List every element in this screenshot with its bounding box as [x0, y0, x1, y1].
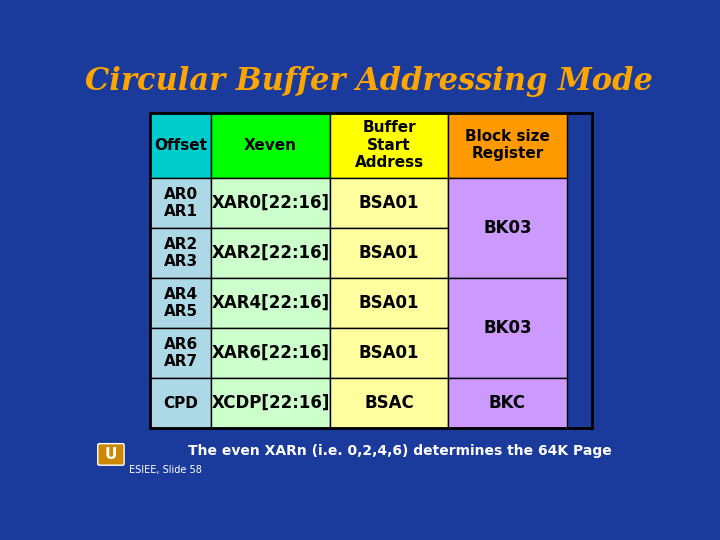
Bar — [330, 228, 448, 278]
FancyBboxPatch shape — [98, 444, 124, 465]
Text: BSA01: BSA01 — [359, 244, 419, 262]
Text: BK03: BK03 — [483, 319, 531, 337]
Bar — [150, 112, 212, 178]
Bar — [330, 328, 448, 378]
Bar — [330, 178, 448, 228]
Text: XAR2[22:16]: XAR2[22:16] — [212, 244, 330, 262]
Text: AR6
AR7: AR6 AR7 — [164, 337, 198, 369]
Bar — [448, 278, 567, 378]
Text: XAR0[22:16]: XAR0[22:16] — [212, 194, 330, 212]
Bar — [150, 378, 212, 428]
Bar — [150, 112, 593, 428]
Bar — [212, 278, 330, 328]
Bar — [212, 328, 330, 378]
Bar — [448, 378, 567, 428]
Bar — [212, 228, 330, 278]
Text: Buffer
Start
Address: Buffer Start Address — [354, 120, 423, 170]
Text: BSAC: BSAC — [364, 394, 414, 412]
Bar — [212, 378, 330, 428]
Text: BSA01: BSA01 — [359, 294, 419, 312]
Text: BSA01: BSA01 — [359, 194, 419, 212]
Text: XAR4[22:16]: XAR4[22:16] — [212, 294, 330, 312]
Text: XCDP[22:16]: XCDP[22:16] — [212, 394, 330, 412]
Text: ESIEE, Slide 58: ESIEE, Slide 58 — [129, 465, 202, 475]
Text: BK03: BK03 — [483, 219, 531, 237]
Text: XAR6[22:16]: XAR6[22:16] — [212, 344, 330, 362]
Bar — [150, 328, 212, 378]
Text: AR4
AR5: AR4 AR5 — [164, 287, 198, 319]
Text: Block size
Register: Block size Register — [465, 129, 550, 161]
Bar — [150, 178, 212, 228]
Bar — [150, 278, 212, 328]
Text: Circular Buffer Addressing Mode: Circular Buffer Addressing Mode — [85, 66, 653, 97]
Bar — [448, 112, 567, 178]
Bar — [330, 378, 448, 428]
Bar — [150, 228, 212, 278]
Bar — [330, 112, 448, 178]
Text: BSA01: BSA01 — [359, 344, 419, 362]
Text: U: U — [104, 447, 117, 462]
Text: Xeven: Xeven — [244, 138, 297, 153]
Text: AR2
AR3: AR2 AR3 — [164, 237, 198, 269]
Text: CPD: CPD — [163, 396, 199, 411]
Text: AR0
AR1: AR0 AR1 — [164, 187, 198, 219]
Text: BKC: BKC — [489, 394, 526, 412]
Bar — [330, 278, 448, 328]
Bar — [448, 178, 567, 278]
Text: Offset: Offset — [154, 138, 207, 153]
Text: The even XARn (i.e. 0,2,4,6) determines the 64K Page: The even XARn (i.e. 0,2,4,6) determines … — [188, 444, 612, 458]
Bar — [212, 178, 330, 228]
Bar — [212, 112, 330, 178]
